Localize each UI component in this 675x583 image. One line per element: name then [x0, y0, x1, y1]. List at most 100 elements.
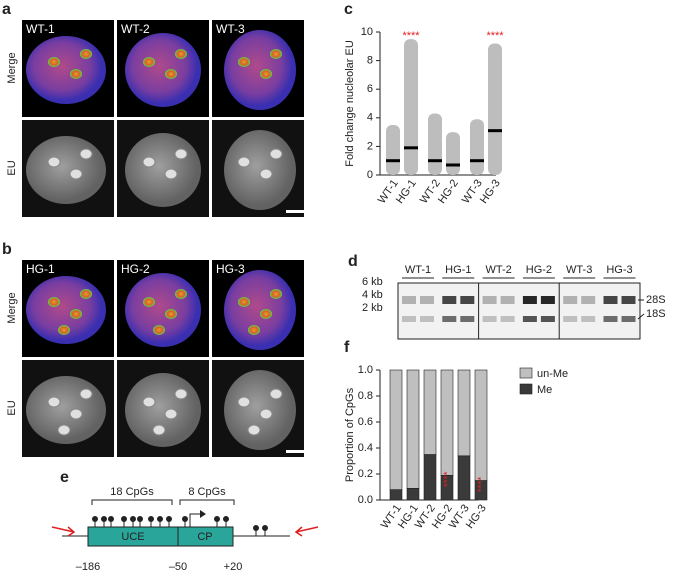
band — [581, 296, 596, 304]
gel — [397, 282, 641, 340]
legend-label: un-Me — [537, 368, 568, 380]
nucleolus — [238, 57, 250, 67]
image-label: HG-1 — [26, 262, 55, 276]
nucleolus — [152, 424, 166, 436]
nucleolus — [70, 69, 82, 79]
nucleolus — [69, 168, 83, 180]
nucleolus — [175, 49, 187, 59]
image-label: WT-1 — [26, 22, 55, 36]
nucleolus — [143, 57, 155, 67]
y-axis-label: Fold change nucleolar EU — [344, 40, 356, 167]
y-tick-label: 2 — [367, 140, 373, 152]
y-tick-label: 1.0 — [358, 364, 373, 376]
band — [442, 316, 457, 322]
nucleolus — [247, 424, 261, 436]
nucleolus — [175, 289, 187, 299]
tick — [637, 313, 645, 320]
band — [603, 316, 618, 322]
y-tick-label: 0.4 — [358, 442, 373, 454]
band — [522, 316, 537, 322]
band — [563, 316, 578, 322]
lane-label: HG-1 — [445, 264, 471, 276]
band — [603, 296, 618, 304]
bar-segment — [474, 369, 488, 481]
row-label: Merge — [6, 52, 18, 83]
nucleolus — [48, 57, 60, 67]
significance: **** — [443, 471, 454, 487]
nucleolus — [269, 388, 283, 400]
x-tick-label: HG-3 — [478, 178, 503, 206]
position-label: –50 — [169, 561, 187, 573]
nucleolus — [270, 49, 282, 59]
y-tick-label: 0.0 — [358, 494, 373, 506]
dot-cloud — [428, 113, 442, 175]
nucleolus — [270, 289, 282, 299]
bar-segment — [457, 369, 471, 457]
nucleus — [125, 133, 201, 207]
image-label: HG-2 — [121, 262, 150, 276]
y-tick-label: 6 — [367, 83, 373, 95]
nucleolus — [165, 69, 177, 79]
row-label: EU — [6, 160, 18, 175]
legend-swatch — [519, 383, 533, 395]
band — [482, 316, 497, 322]
nucleolus — [57, 424, 71, 436]
nucleus — [224, 370, 296, 450]
y-tick-label: 0 — [367, 169, 373, 181]
band — [420, 316, 434, 322]
band — [522, 296, 537, 304]
panel-letter: b — [2, 241, 12, 258]
x-tick-label: HG-2 — [436, 178, 461, 206]
nucleolus — [79, 148, 93, 160]
dot-cloud — [386, 124, 400, 175]
nucleolus — [237, 396, 251, 408]
nucleolus — [143, 297, 155, 307]
y-tick-label: 0.2 — [358, 468, 373, 480]
scale-bar — [286, 210, 304, 213]
nucleolus — [79, 388, 93, 400]
cpg-label: 18 CpGs — [110, 486, 154, 498]
bar-segment — [389, 489, 403, 501]
nucleolus — [260, 69, 272, 79]
nucleus — [26, 136, 106, 204]
band — [563, 296, 578, 304]
dot-cloud — [488, 43, 502, 175]
band — [621, 316, 636, 322]
image-label: WT-2 — [121, 22, 150, 36]
y-tick-label: 0.8 — [358, 390, 373, 402]
nucleus — [26, 36, 106, 104]
band — [460, 296, 475, 304]
band — [402, 296, 416, 304]
nucleus — [224, 30, 296, 110]
band — [442, 296, 457, 304]
position-label: –186 — [76, 561, 100, 573]
size-label: 2 kb — [362, 302, 383, 314]
dot-cloud — [404, 39, 418, 176]
nucleolus — [80, 289, 92, 299]
band — [500, 316, 515, 322]
legend-swatch — [519, 367, 533, 379]
band — [402, 316, 416, 322]
significance: **** — [477, 477, 488, 493]
image-label: WT-3 — [216, 22, 245, 36]
bar-segment — [423, 369, 437, 455]
band — [581, 316, 596, 322]
nucleus — [224, 270, 296, 350]
row-label: EU — [6, 400, 18, 415]
nucleolus — [47, 156, 61, 168]
nucleolus — [47, 396, 61, 408]
panel-letter: c — [344, 1, 353, 18]
panel-letter: f — [344, 339, 350, 356]
x-tick-label: HG-1 — [394, 178, 419, 206]
nucleolus — [142, 396, 156, 408]
significance: **** — [402, 30, 420, 42]
nucleolus — [142, 156, 156, 168]
nucleolus — [164, 168, 178, 180]
nucleolus — [260, 309, 272, 319]
significance: **** — [486, 30, 504, 42]
size-label: 6 kb — [362, 276, 383, 288]
nucleolus — [248, 325, 260, 335]
panel-letter: a — [2, 1, 11, 18]
region-label: UCE — [121, 531, 144, 543]
nucleolus — [237, 156, 251, 168]
